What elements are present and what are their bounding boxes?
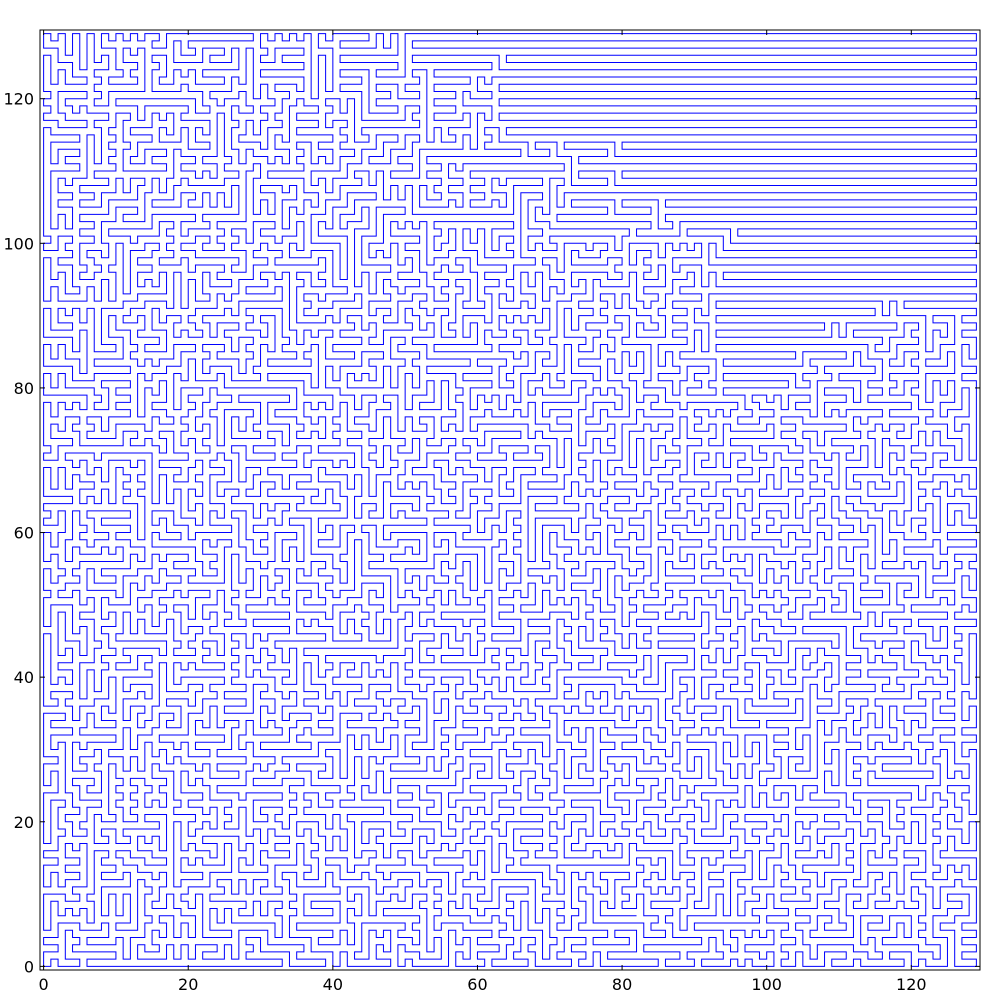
plot-area — [43, 33, 977, 967]
y-tick-label: 120 — [3, 90, 34, 109]
x-tick-label: 40 — [323, 975, 343, 994]
axes: 0 20 40 60 80 100 120 0 20 40 60 80 100 120 — [3, 29, 981, 994]
x-tick-label: 0 — [39, 975, 49, 994]
y-tick-label: 100 — [3, 234, 34, 253]
y-tick-label: 60 — [14, 524, 34, 543]
y-tick-label: 80 — [14, 379, 34, 398]
x-tick-label: 80 — [612, 975, 632, 994]
x-tick-label: 60 — [467, 975, 487, 994]
y-tick-label: 20 — [14, 813, 34, 832]
axes-frame — [39, 29, 981, 971]
x-tick-label: 20 — [178, 975, 198, 994]
x-tick-label: 100 — [751, 975, 782, 994]
walk-series-line — [43, 33, 977, 967]
y-tick-label: 40 — [14, 668, 34, 687]
x-tick-label: 120 — [896, 975, 927, 994]
y-tick-label: 0 — [24, 957, 34, 976]
